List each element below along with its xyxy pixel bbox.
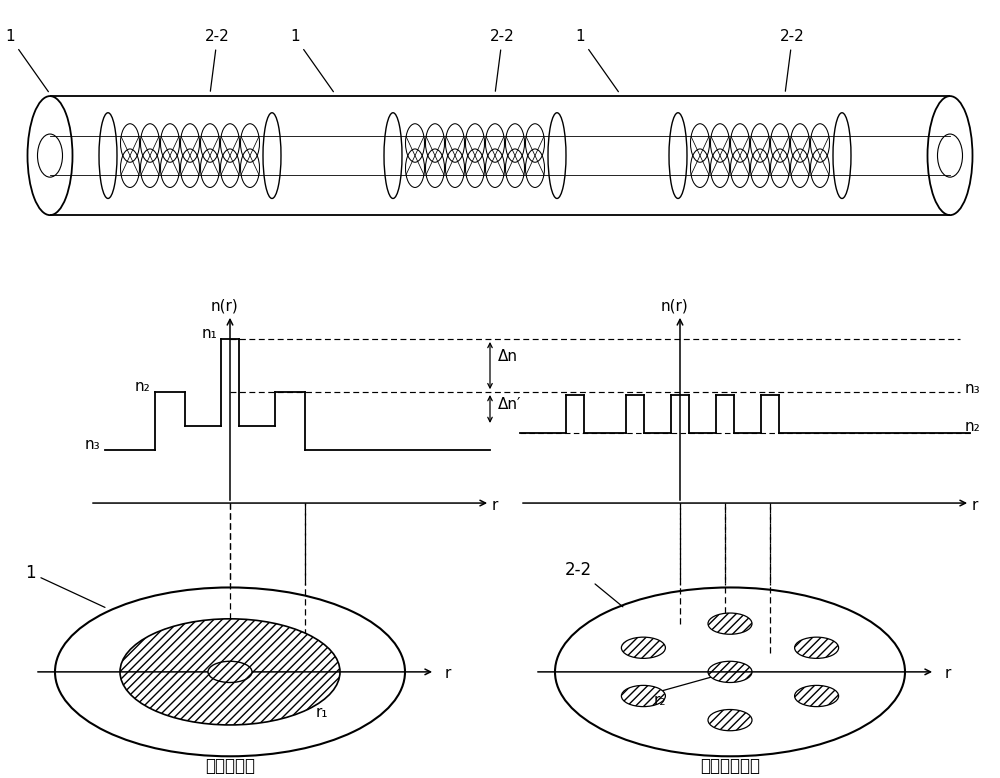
Text: n₃: n₃ [84,436,100,451]
Circle shape [795,637,839,658]
Circle shape [708,613,752,634]
Text: r₂: r₂ [653,692,666,708]
Text: n(r): n(r) [211,298,239,313]
Circle shape [621,685,665,706]
Text: r: r [945,666,951,681]
Circle shape [120,619,340,725]
Text: 2-2: 2-2 [780,30,805,91]
Text: n₁: n₁ [201,326,217,341]
Text: 2-2: 2-2 [565,562,623,607]
Text: 2-2: 2-2 [205,30,230,91]
Text: 2-2: 2-2 [490,30,515,91]
Text: r: r [445,666,451,681]
Text: n(r): n(r) [661,298,689,313]
Circle shape [621,637,665,658]
Circle shape [708,710,752,731]
Circle shape [795,685,839,706]
Text: 双包层光纤: 双包层光纤 [205,757,255,775]
Circle shape [208,661,252,682]
Text: 1: 1 [575,30,618,92]
Text: n₂: n₂ [965,419,981,434]
Text: Δn′: Δn′ [498,397,522,412]
Circle shape [708,661,752,682]
Text: r: r [972,498,978,513]
Text: 螺旋七芯光纤: 螺旋七芯光纤 [700,757,760,775]
Text: r₁: r₁ [316,705,328,720]
Text: 1: 1 [5,30,48,92]
Text: r: r [492,498,498,513]
Text: n₂: n₂ [134,379,150,394]
Text: n₃: n₃ [965,381,981,397]
Text: Δn: Δn [498,349,518,364]
Text: 1: 1 [290,30,333,92]
Text: 1: 1 [25,564,105,608]
